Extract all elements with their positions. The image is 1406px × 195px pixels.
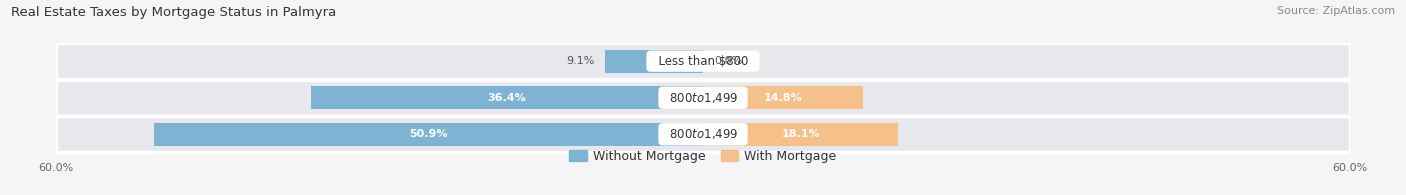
- Text: 18.1%: 18.1%: [782, 129, 820, 139]
- Bar: [56, 43, 1350, 79]
- Text: Source: ZipAtlas.com: Source: ZipAtlas.com: [1277, 6, 1395, 16]
- Bar: [703, 123, 898, 146]
- Text: 9.1%: 9.1%: [565, 56, 595, 66]
- Bar: [155, 123, 703, 146]
- Bar: [56, 116, 1350, 152]
- Text: 14.8%: 14.8%: [763, 93, 803, 103]
- Text: $800 to $1,499: $800 to $1,499: [662, 127, 744, 141]
- Text: 0.0%: 0.0%: [714, 56, 742, 66]
- Text: Real Estate Taxes by Mortgage Status in Palmyra: Real Estate Taxes by Mortgage Status in …: [11, 6, 336, 19]
- Bar: [311, 86, 703, 109]
- Bar: [605, 50, 703, 73]
- Text: $800 to $1,499: $800 to $1,499: [662, 91, 744, 105]
- Bar: [703, 86, 862, 109]
- Text: 50.9%: 50.9%: [409, 129, 449, 139]
- Text: Less than $800: Less than $800: [651, 55, 755, 68]
- Bar: [56, 80, 1350, 116]
- Text: 36.4%: 36.4%: [488, 93, 526, 103]
- Legend: Without Mortgage, With Mortgage: Without Mortgage, With Mortgage: [569, 150, 837, 163]
